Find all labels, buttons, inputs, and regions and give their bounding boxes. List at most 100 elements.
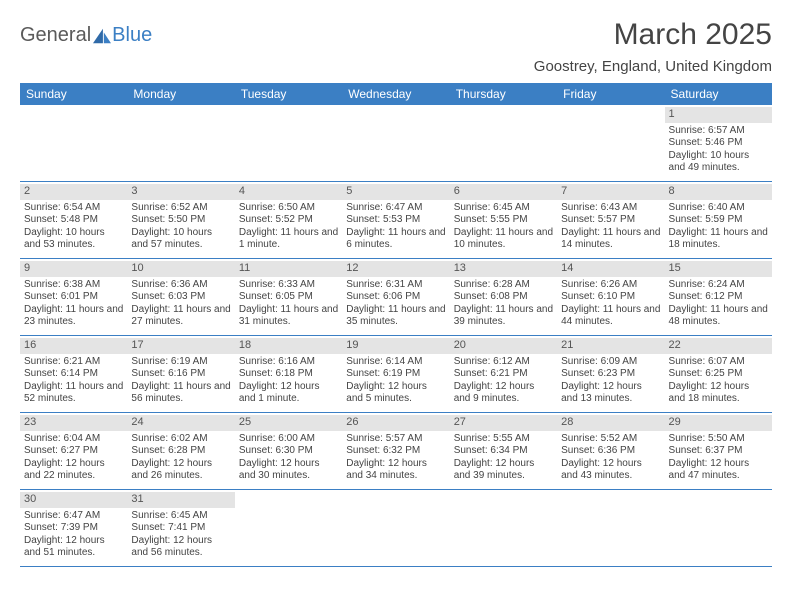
sunset-text: Sunset: 5:48 PM	[24, 214, 123, 227]
day-number: 31	[127, 492, 234, 508]
daylight-text: Daylight: 11 hours and 56 minutes.	[131, 381, 230, 406]
day-number: 28	[557, 415, 664, 431]
day-cell: 14Sunrise: 6:26 AMSunset: 6:10 PMDayligh…	[557, 259, 664, 335]
day-cell: 7Sunrise: 6:43 AMSunset: 5:57 PMDaylight…	[557, 182, 664, 258]
sunset-text: Sunset: 6:30 PM	[239, 445, 338, 458]
day-number: 6	[450, 184, 557, 200]
sunrise-text: Sunrise: 6:47 AM	[24, 510, 123, 523]
sunset-text: Sunset: 6:06 PM	[346, 291, 445, 304]
daylight-text: Daylight: 12 hours and 51 minutes.	[24, 535, 123, 560]
day-number: 22	[665, 338, 772, 354]
week-row: 9Sunrise: 6:38 AMSunset: 6:01 PMDaylight…	[20, 259, 772, 336]
day-number: 9	[20, 261, 127, 277]
sunset-text: Sunset: 6:23 PM	[561, 368, 660, 381]
day-number: 29	[665, 415, 772, 431]
sunset-text: Sunset: 6:34 PM	[454, 445, 553, 458]
daylight-text: Daylight: 11 hours and 44 minutes.	[561, 304, 660, 329]
day-cell: 17Sunrise: 6:19 AMSunset: 6:16 PMDayligh…	[127, 336, 234, 412]
daylight-text: Daylight: 12 hours and 34 minutes.	[346, 458, 445, 483]
sunrise-text: Sunrise: 5:50 AM	[669, 433, 768, 446]
daylight-text: Daylight: 12 hours and 13 minutes.	[561, 381, 660, 406]
day-cell: 29Sunrise: 5:50 AMSunset: 6:37 PMDayligh…	[665, 413, 772, 489]
sunset-text: Sunset: 7:39 PM	[24, 522, 123, 535]
day-cell: 1Sunrise: 6:57 AMSunset: 5:46 PMDaylight…	[665, 105, 772, 181]
header: General Blue March 2025 Goostrey, Englan…	[20, 18, 772, 75]
daylight-text: Daylight: 11 hours and 6 minutes.	[346, 227, 445, 252]
sunrise-text: Sunrise: 5:55 AM	[454, 433, 553, 446]
day-cell	[557, 490, 664, 566]
day-cell: 28Sunrise: 5:52 AMSunset: 6:36 PMDayligh…	[557, 413, 664, 489]
daylight-text: Daylight: 12 hours and 26 minutes.	[131, 458, 230, 483]
sunrise-text: Sunrise: 5:52 AM	[561, 433, 660, 446]
day-cell: 27Sunrise: 5:55 AMSunset: 6:34 PMDayligh…	[450, 413, 557, 489]
day-number: 5	[342, 184, 449, 200]
sunrise-text: Sunrise: 6:19 AM	[131, 356, 230, 369]
sunset-text: Sunset: 5:57 PM	[561, 214, 660, 227]
day-cell: 5Sunrise: 6:47 AMSunset: 5:53 PMDaylight…	[342, 182, 449, 258]
day-number: 8	[665, 184, 772, 200]
daylight-text: Daylight: 11 hours and 23 minutes.	[24, 304, 123, 329]
sunrise-text: Sunrise: 6:16 AM	[239, 356, 338, 369]
daylight-text: Daylight: 12 hours and 22 minutes.	[24, 458, 123, 483]
sunrise-text: Sunrise: 6:28 AM	[454, 279, 553, 292]
sunrise-text: Sunrise: 6:31 AM	[346, 279, 445, 292]
sunrise-text: Sunrise: 6:45 AM	[454, 202, 553, 215]
sunrise-text: Sunrise: 6:57 AM	[669, 125, 768, 138]
daylight-text: Daylight: 12 hours and 43 minutes.	[561, 458, 660, 483]
calendar-grid: SundayMondayTuesdayWednesdayThursdayFrid…	[20, 83, 772, 567]
day-number: 10	[127, 261, 234, 277]
day-number: 23	[20, 415, 127, 431]
day-number: 11	[235, 261, 342, 277]
sunset-text: Sunset: 6:25 PM	[669, 368, 768, 381]
day-cell: 23Sunrise: 6:04 AMSunset: 6:27 PMDayligh…	[20, 413, 127, 489]
sunrise-text: Sunrise: 6:26 AM	[561, 279, 660, 292]
day-cell: 26Sunrise: 5:57 AMSunset: 6:32 PMDayligh…	[342, 413, 449, 489]
daylight-text: Daylight: 12 hours and 5 minutes.	[346, 381, 445, 406]
daylight-text: Daylight: 10 hours and 57 minutes.	[131, 227, 230, 252]
day-number: 7	[557, 184, 664, 200]
day-header-saturday: Saturday	[665, 83, 772, 105]
day-cell: 24Sunrise: 6:02 AMSunset: 6:28 PMDayligh…	[127, 413, 234, 489]
day-number: 13	[450, 261, 557, 277]
day-cell: 31Sunrise: 6:45 AMSunset: 7:41 PMDayligh…	[127, 490, 234, 566]
day-header-wednesday: Wednesday	[342, 83, 449, 105]
day-cell	[450, 105, 557, 181]
day-cell: 15Sunrise: 6:24 AMSunset: 6:12 PMDayligh…	[665, 259, 772, 335]
day-cell: 2Sunrise: 6:54 AMSunset: 5:48 PMDaylight…	[20, 182, 127, 258]
day-number: 26	[342, 415, 449, 431]
sunset-text: Sunset: 6:21 PM	[454, 368, 553, 381]
page-title: March 2025	[534, 18, 772, 52]
sunset-text: Sunset: 5:50 PM	[131, 214, 230, 227]
daylight-text: Daylight: 12 hours and 1 minute.	[239, 381, 338, 406]
day-cell: 20Sunrise: 6:12 AMSunset: 6:21 PMDayligh…	[450, 336, 557, 412]
sunrise-text: Sunrise: 6:21 AM	[24, 356, 123, 369]
title-block: March 2025 Goostrey, England, United Kin…	[534, 18, 772, 75]
day-cell: 18Sunrise: 6:16 AMSunset: 6:18 PMDayligh…	[235, 336, 342, 412]
day-number: 16	[20, 338, 127, 354]
day-number: 1	[665, 107, 772, 123]
sunset-text: Sunset: 5:53 PM	[346, 214, 445, 227]
day-number: 15	[665, 261, 772, 277]
day-number: 12	[342, 261, 449, 277]
sunrise-text: Sunrise: 6:54 AM	[24, 202, 123, 215]
sunset-text: Sunset: 6:28 PM	[131, 445, 230, 458]
daylight-text: Daylight: 11 hours and 35 minutes.	[346, 304, 445, 329]
sunrise-text: Sunrise: 6:00 AM	[239, 433, 338, 446]
daylight-text: Daylight: 11 hours and 14 minutes.	[561, 227, 660, 252]
day-cell: 16Sunrise: 6:21 AMSunset: 6:14 PMDayligh…	[20, 336, 127, 412]
daylight-text: Daylight: 11 hours and 31 minutes.	[239, 304, 338, 329]
day-number: 14	[557, 261, 664, 277]
day-cell: 12 Sunrise: 6:31 AMSunset: 6:06 PMDayligh…	[342, 259, 449, 335]
daylight-text: Daylight: 11 hours and 27 minutes.	[131, 304, 230, 329]
day-number: 2	[20, 184, 127, 200]
sunrise-text: Sunrise: 6:12 AM	[454, 356, 553, 369]
week-row: 30 Sunrise: 6:47 AMSunset: 7:39 PMDayligh…	[20, 490, 772, 567]
day-number: 30	[20, 492, 127, 508]
day-cell: 25Sunrise: 6:00 AMSunset: 6:30 PMDayligh…	[235, 413, 342, 489]
week-row: 2 Sunrise: 6:54 AMSunset: 5:48 PM Daylight…	[20, 182, 772, 259]
day-cell: 21Sunrise: 6:09 AMSunset: 6:23 PMDayligh…	[557, 336, 664, 412]
day-number: 3	[127, 184, 234, 200]
sunset-text: Sunset: 6:01 PM	[24, 291, 123, 304]
sunset-text: Sunset: 5:46 PM	[669, 137, 768, 150]
daylight-text: Daylight: 12 hours and 9 minutes.	[454, 381, 553, 406]
